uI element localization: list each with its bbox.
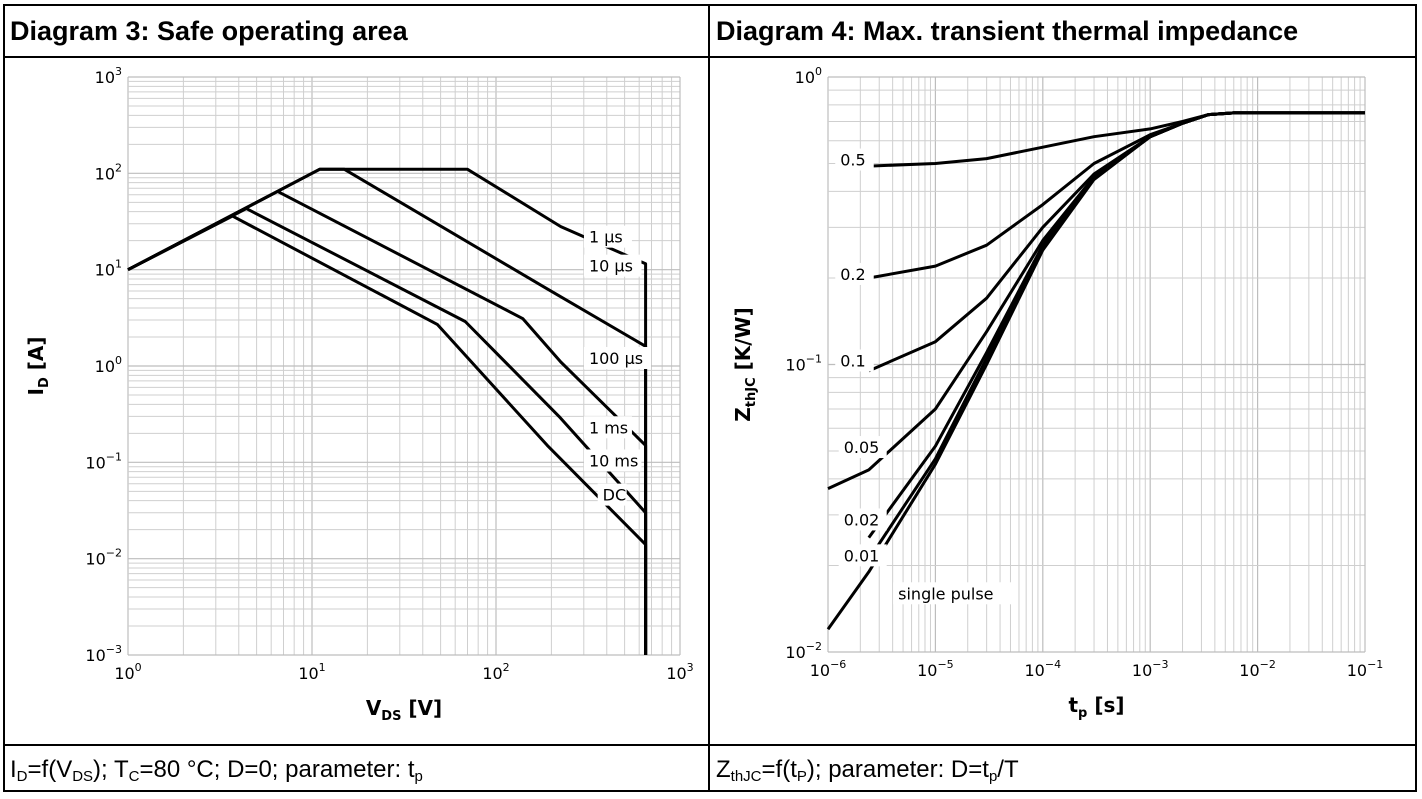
curve-label: 0.2 [835,262,874,285]
y-tick-label: 10−1 [85,450,122,472]
title-rule [3,56,1417,58]
curve-label-bg [838,544,887,567]
grid [827,76,1366,653]
curve-label-text: 1 ms [589,418,628,437]
x-tick-label: 10−1 [1347,658,1384,680]
curve-label-bg [583,416,632,439]
curve-label-text: 100 µs [589,349,643,368]
y-tick-label: 101 [95,258,122,280]
curve-label: 10 ms [583,449,642,472]
curve-label: 1 µs [583,225,632,248]
y-tick-label: 100 [795,65,822,87]
series-line-7 [826,111,1365,631]
y-axis-label: ID [A] [24,337,52,396]
curve-label-text: 10 µs [589,257,633,276]
curve-label: 0.01 [838,544,887,567]
x-tick-label: 10−6 [810,658,847,680]
curve-label-bg [835,262,874,285]
series-line-5 [127,214,648,655]
curve-label-bg [838,436,887,459]
panel-1-title: Diagram 3: Safe operating area [10,16,408,46]
curve-label-bg [583,254,642,277]
panel-2-caption: ZthJC=f(tP); parameter: D=tp/T [716,756,1019,785]
x-axis-label: tp [s] [1068,693,1124,721]
soa-chart: 100 101 102 103 10−3 10−2 10−1 100 101 102 103 VDS … [24,65,694,724]
curve-label: single pulse [893,582,1018,605]
curve-label-bg [583,347,651,370]
y-tick-label: 10−2 [85,547,122,569]
curve-label: 0.02 [838,508,887,531]
series-line-5 [867,111,1365,539]
caption-rule [3,744,1417,746]
curve-label-text: DC [603,486,627,505]
x-tick-label: 10−5 [917,658,954,680]
curve-label: 1 ms [583,416,632,439]
curve-label-text: 1 µs [589,228,623,247]
y-tick-label: 10−3 [85,643,122,665]
curve-label-bg [835,148,874,171]
curve-label-text: 0.02 [844,510,880,529]
series-line-2 [127,167,648,655]
curve-label-bg [583,449,642,472]
curve-label: 10 µs [583,254,642,277]
x-tick-label: 100 [114,661,141,683]
series-line-4 [827,111,1365,490]
curve-label: 0.1 [835,349,874,372]
panel-divider [708,4,710,792]
curve-label-text: 0.5 [840,151,865,170]
series-line-1 [127,167,648,655]
y-tick-label: 10−1 [785,353,822,375]
curve-label-bg [597,483,627,506]
curve-label-text: 10 ms [589,451,638,470]
x-tick-label: 10−3 [1132,658,1169,680]
y-tick-label: 102 [95,161,122,183]
y-axis-label: ZthJC [K/W] [731,307,759,421]
x-tick-label: 102 [482,661,509,683]
curve-label-bg [583,225,632,248]
diagram-frame [3,4,1417,792]
x-axis-label: VDS [V] [366,696,442,724]
panel-2-title: Diagram 4: Max. transient thermal impeda… [716,16,1299,46]
curve-label-bg [893,582,1018,605]
curve-label-text: 0.2 [840,265,865,284]
series-line-3 [127,189,648,655]
curve-label: 100 µs [583,347,651,370]
curve-label-text: 0.05 [844,438,880,457]
x-tick-label: 10−4 [1025,658,1062,680]
x-tick-label: 101 [298,661,325,683]
y-tick-label: 10−2 [785,640,822,662]
y-tick-label: 103 [95,65,122,87]
y-tick-label: 100 [95,354,122,376]
curve-label-text: single pulse [898,584,993,603]
zth-chart: 10−6 10−5 10−4 10−3 10−2 10−1 10−2 10−1 100 tp [s… [731,65,1384,721]
curve-label-text: 0.01 [844,546,880,565]
curve-label: DC [597,483,627,506]
panel-1-caption: ID=f(VDS); TC=80 °C; D=0; parameter: tp [10,756,423,785]
x-tick-label: 103 [666,661,693,683]
curve-label-bg [835,349,874,372]
curve-label: 0.05 [838,436,887,459]
curve-label-bg [838,508,887,531]
series-line-2 [868,111,1365,280]
curve-label: 0.5 [835,148,874,171]
curve-label-text: 0.1 [840,352,865,371]
x-tick-label: 10−2 [1239,658,1276,680]
